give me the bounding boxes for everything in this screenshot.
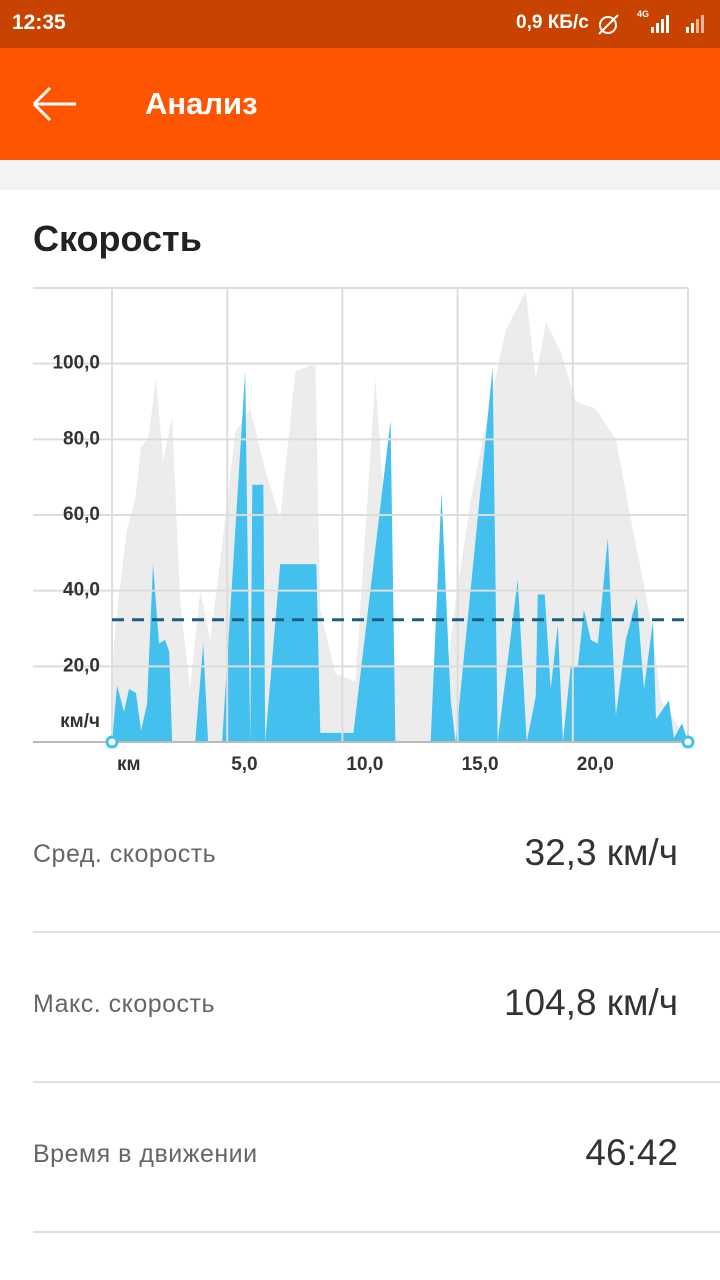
y-tick-label: 40,0 (63, 580, 100, 601)
x-tick-label: 20,0 (577, 754, 614, 775)
stat-row: Макс. скорость 104,8 км/ч (33, 932, 678, 1082)
range-handle (105, 735, 119, 749)
signal-icons (651, 15, 704, 33)
section-title: Скорость (33, 218, 202, 259)
app-title: Анализ (145, 86, 258, 121)
x-tick-label: 15,0 (462, 754, 499, 775)
stat-value: 104,8 км/ч (503, 982, 678, 1023)
x-tick-label: 5,0 (231, 754, 257, 775)
y-unit-label: км/ч (60, 711, 100, 732)
divider (33, 1081, 720, 1083)
divider (33, 1231, 720, 1233)
divider (33, 931, 720, 933)
y-tick-label: 80,0 (63, 428, 100, 449)
status-time: 12:35 (12, 11, 66, 34)
x-tick-label: 10,0 (346, 754, 383, 775)
stat-row: Время в движении 46:42 (33, 1082, 678, 1232)
status-speed: 0,9 КБ/с (516, 12, 589, 33)
area-series (112, 367, 688, 742)
status-bar: 12:35 0,9 КБ/с 4G (0, 0, 720, 48)
y-tick-label: 20,0 (63, 655, 100, 676)
stat-value: 32,3 км/ч (524, 832, 678, 873)
x-unit-label: км (117, 754, 141, 775)
status-network: 4G (637, 9, 650, 19)
y-tick-label: 100,0 (52, 353, 100, 374)
stat-label: Время в движении (33, 1140, 258, 1168)
header-shadow (0, 160, 720, 190)
app-bar: Анализ (0, 48, 720, 160)
back-button[interactable] (30, 84, 80, 124)
y-tick-label: 60,0 (63, 504, 100, 525)
alarm-off-icon (598, 14, 619, 35)
range-handle (681, 735, 695, 749)
speed-chart: 20,0 40,0 60,0 80,0 100,0 км/ч км 5,0 10,0 15,0 20… (33, 287, 695, 775)
stat-label: Макс. скорость (33, 990, 216, 1018)
stat-label: Сред. скорость (33, 840, 217, 868)
stat-row: Сред. скорость 32,3 км/ч (33, 782, 678, 932)
stat-value: 46:42 (585, 1132, 678, 1173)
